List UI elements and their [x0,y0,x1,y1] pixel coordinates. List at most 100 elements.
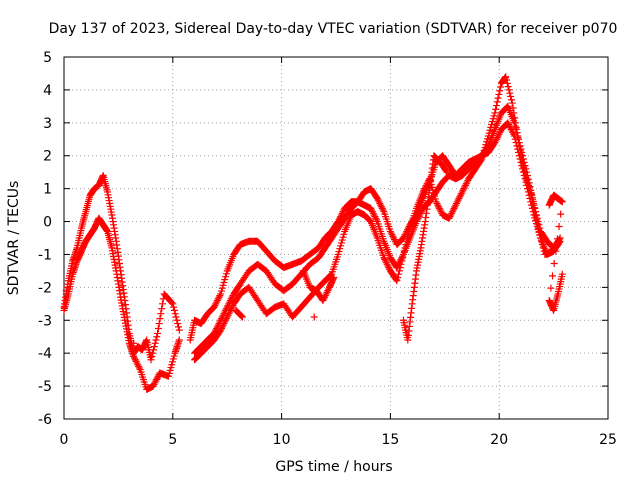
data-point [549,272,557,280]
grid-lines [64,57,608,419]
data-point [533,216,541,224]
data-point [531,208,539,216]
data-point [217,326,225,334]
data-point [217,325,225,332]
data-point [506,124,514,132]
data-point [436,206,444,214]
data-point [220,320,228,328]
data-point [507,92,515,100]
data-point [378,204,386,212]
data-point [393,277,401,285]
x-tick-label: 0 [60,432,69,448]
data-point [175,326,183,334]
data-point [461,181,469,189]
data-point [432,198,440,206]
data-point [404,231,412,239]
data-point [222,316,230,324]
data-point [382,257,390,265]
data-point [492,135,500,143]
data-point [457,191,465,199]
data-point [400,232,408,240]
y-tick-label: 4 [43,83,52,99]
data-point [520,163,528,171]
data-point [491,139,499,147]
x-tick-label: 10 [273,432,291,448]
data-point [493,98,501,106]
x-tick-label: 25 [599,432,617,448]
y-tick-label: 5 [43,50,52,66]
data-point [222,315,230,323]
data-point [152,336,160,344]
data-point [375,198,383,206]
data-point [504,119,512,127]
data-point [130,354,138,362]
data-point [493,134,501,142]
data-point [395,267,403,275]
data-point [504,83,512,91]
data-point [505,86,513,94]
data-point [519,159,527,167]
data-point [400,247,408,255]
data-point [320,295,328,303]
data-point [534,224,542,232]
data-point [152,376,160,384]
data-point [528,191,536,199]
data-point [135,362,143,370]
data-point [380,254,388,262]
data-point [377,203,385,211]
data-point [369,209,377,217]
data-point [377,201,385,209]
y-tick-label: 3 [43,116,52,132]
data-point [496,129,504,137]
data-point [502,73,510,81]
data-point [459,186,467,194]
data-point [170,306,178,314]
data-point [507,96,515,104]
data-point [461,183,469,191]
data-point [437,208,445,216]
data-point [134,361,142,369]
data-point [214,295,222,303]
data-point [385,264,393,272]
data-point [491,109,499,117]
y-axis-label: SDTVAR / TECUs [6,181,22,296]
data-point [175,323,183,331]
data-point [513,129,521,137]
data-point [457,190,465,198]
data-point [508,99,516,107]
data-point [330,273,338,281]
data-point [402,241,410,249]
data-point [154,329,162,337]
data-point [221,318,229,326]
data-point [371,213,379,221]
data-point [404,234,412,242]
data-point [379,206,387,214]
data-point [451,203,459,211]
data-point [173,316,181,324]
data-point [535,227,543,235]
data-point [553,241,561,249]
data-point [477,156,485,164]
data-point [210,303,218,311]
data-point [450,204,458,212]
data-point [324,287,332,295]
data-point [434,201,442,209]
series-track-f [399,152,451,344]
data-point [456,193,464,201]
data-point [323,288,331,296]
data-point [223,313,231,321]
data-point [310,313,318,321]
series-track-g [62,191,566,380]
series-track-d [191,119,564,357]
data-point [212,300,220,308]
data-point [149,382,157,390]
data-point [149,349,157,357]
data-point [495,130,503,138]
y-tick-label: -5 [38,379,52,395]
data-point [506,89,514,97]
data-point [234,308,242,316]
data-point [319,297,327,305]
data-point [383,260,391,268]
data-point [413,218,421,226]
